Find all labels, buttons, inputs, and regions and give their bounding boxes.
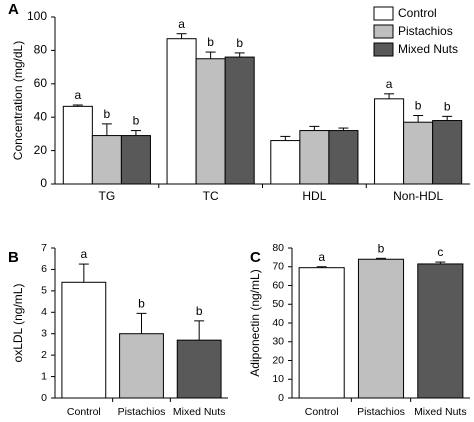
bar	[224, 56, 255, 185]
y-tick-label: 5	[41, 285, 47, 297]
legend-label: Control	[398, 6, 437, 20]
bar	[432, 120, 463, 185]
error-bar	[101, 123, 112, 136]
bar	[119, 333, 164, 399]
y-tick-label: 1	[41, 370, 47, 382]
x-tick-label: Control	[67, 406, 101, 418]
error-bar	[435, 261, 446, 264]
panel-label: A	[8, 1, 19, 18]
error-bar	[234, 52, 245, 58]
y-tick-label: 0	[40, 176, 47, 190]
y-tick-label: 70	[272, 261, 284, 273]
x-tick-label: Control	[305, 406, 339, 418]
bar	[403, 121, 434, 185]
panel-label: B	[8, 249, 19, 266]
significance-letter: b	[415, 99, 422, 113]
x-tick-label: Pistachios	[118, 406, 166, 418]
bar	[374, 98, 405, 185]
error-bar	[72, 104, 83, 107]
error-bar	[413, 115, 424, 123]
error-bar	[338, 127, 349, 131]
significance-letter: b	[196, 304, 203, 318]
bar	[417, 263, 464, 399]
y-tick-label: 0	[41, 392, 47, 404]
legend-label: Pistachios	[398, 24, 453, 38]
error-bar	[384, 93, 395, 99]
error-bar	[316, 266, 327, 268]
significance-letter: a	[178, 17, 185, 31]
x-tick-label: Pistachios	[357, 406, 405, 418]
significance-letter: a	[80, 247, 87, 261]
bar	[176, 339, 222, 399]
bar	[270, 140, 301, 185]
error-bar	[205, 51, 216, 59]
y-tick-label: 50	[272, 298, 284, 310]
significance-letter: b	[378, 241, 385, 255]
x-tick-label: Non-HDL	[393, 189, 443, 203]
error-bar	[280, 135, 291, 141]
y-tick-label: 2	[41, 349, 47, 361]
legend-swatch	[373, 24, 394, 39]
bar	[299, 130, 330, 185]
y-tick-label: 20	[272, 354, 284, 366]
significance-letter: b	[444, 100, 451, 114]
significance-letter: c	[437, 245, 443, 259]
legend-swatch	[373, 42, 394, 57]
error-bar	[78, 263, 89, 283]
y-tick-label: 7	[41, 242, 47, 254]
x-tick-label: Mixed Nuts	[173, 406, 226, 418]
bar	[328, 130, 359, 185]
bar	[62, 105, 93, 185]
significance-letter: b	[236, 36, 243, 50]
significance-letter: b	[207, 35, 214, 49]
x-tick-label: HDL	[302, 189, 326, 203]
error-bar	[130, 130, 141, 136]
error-bar	[376, 257, 386, 260]
y-tick-label: 0	[278, 392, 284, 404]
panel-label: C	[250, 249, 261, 266]
error-bar	[176, 33, 187, 39]
significance-letter: a	[74, 88, 81, 102]
y-tick-label: 80	[34, 43, 48, 57]
x-tick-label: TC	[203, 189, 219, 203]
legend-label: Mixed Nuts	[398, 42, 458, 56]
y-tick-label: 4	[41, 306, 47, 318]
bar	[166, 38, 197, 185]
x-tick-label: Mixed Nuts	[414, 406, 467, 418]
y-tick-label: 30	[272, 336, 284, 348]
y-tick-label: 60	[34, 76, 48, 90]
y-tick-label: 10	[272, 373, 284, 385]
error-bar	[194, 320, 205, 341]
bar	[120, 135, 151, 185]
y-tick-label: 60	[272, 279, 284, 291]
bar	[91, 135, 122, 185]
bar	[61, 281, 107, 399]
y-axis-label: Adiponectin (ng/mL)	[248, 269, 262, 376]
significance-letter: b	[104, 107, 111, 121]
y-tick-label: 80	[272, 242, 284, 254]
x-tick-label: TG	[99, 189, 116, 203]
y-tick-label: 100	[27, 9, 47, 23]
y-tick-label: 6	[41, 263, 47, 275]
error-bar	[309, 125, 320, 131]
error-bar	[136, 312, 147, 334]
y-axis-label: Concentration (mg/dL)	[11, 41, 25, 160]
significance-letter: a	[386, 77, 393, 91]
bar	[357, 258, 405, 399]
y-tick-label: 3	[41, 327, 47, 339]
error-bar	[442, 115, 453, 121]
significance-letter: a	[318, 250, 325, 264]
significance-letter: b	[138, 297, 145, 311]
significance-letter: b	[133, 114, 140, 128]
y-axis-label: oxLDL (ng/mL)	[11, 284, 25, 363]
bar	[298, 267, 345, 399]
y-tick-label: 40	[34, 109, 48, 123]
bar	[195, 58, 226, 185]
y-tick-label: 40	[272, 317, 284, 329]
legend-swatch	[373, 6, 394, 21]
y-tick-label: 20	[34, 143, 48, 157]
